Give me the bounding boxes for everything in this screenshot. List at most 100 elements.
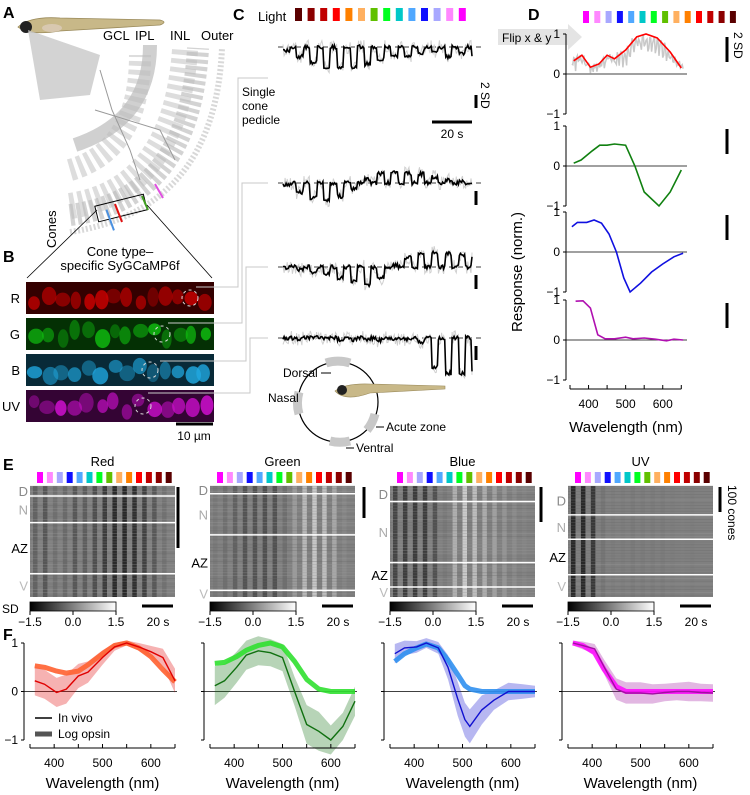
cone-terminal <box>119 326 131 345</box>
layer-inl: INL <box>170 28 190 43</box>
in-vivo-curve <box>572 642 714 695</box>
cone-terminal <box>42 366 59 385</box>
time-scalebar-label: 20 s <box>147 615 170 629</box>
x-tick-label: 500 <box>92 756 112 770</box>
cone-image-b: B <box>11 354 214 386</box>
cone-terminal <box>39 400 55 415</box>
heatmap-stimulus-bar-12 <box>693 472 700 483</box>
in-vivo-curve <box>214 650 356 741</box>
in-vivo-sd-band <box>572 640 713 704</box>
y-tick-label: −1 <box>546 107 560 121</box>
cone-terminal <box>132 357 147 375</box>
colorbar-tick-label: 1.5 <box>468 615 485 629</box>
response-band <box>492 486 497 597</box>
panel-c: C Light Single cone pedicle 2 SD 20 s Do… <box>148 7 492 455</box>
response-band <box>152 486 157 597</box>
response-band <box>442 486 448 597</box>
heatmap-stimulus-bar-7 <box>106 472 113 483</box>
response-band <box>302 486 307 597</box>
heatmap-stimulus-bar-1 <box>46 472 53 483</box>
cone-terminal <box>110 324 121 339</box>
light-stimulus-bar-5 <box>358 8 365 21</box>
row-label: B <box>11 363 20 378</box>
heatmap-stimulus-bar-2 <box>594 472 601 483</box>
panel-b: B Cone type– specific SyGCaMP6f R G B UV 10… <box>2 244 214 443</box>
green-cone <box>141 195 149 211</box>
heatmap-stimulus-bar-13 <box>525 472 532 483</box>
response-band <box>452 486 458 597</box>
heatmap-stimulus-bar-8 <box>476 472 483 483</box>
response-band <box>393 486 398 597</box>
cone-terminal <box>41 327 55 343</box>
response-band <box>132 486 137 597</box>
raw-response-trace <box>571 33 684 74</box>
tuning-curve <box>573 143 683 208</box>
heatmap-stimulus-bar-7 <box>286 472 293 483</box>
colorbar: −1.5 0.0 1.5 <box>198 601 305 629</box>
colorbar-gradient <box>567 601 655 612</box>
response-band <box>242 486 248 597</box>
heatmap-stimulus-bar-5 <box>266 472 273 483</box>
zone-label-az: AZ <box>549 550 566 565</box>
cone-terminal <box>148 323 162 336</box>
heatmap-stimulus-bar-3 <box>604 472 611 483</box>
colorbar-tick-label: 0.0 <box>425 615 442 629</box>
label-acute-zone: Acute zone <box>386 420 446 434</box>
cone-terminal <box>160 401 175 418</box>
cone-terminal <box>70 291 81 310</box>
log-opsin-curve <box>393 641 535 694</box>
d-stimulus-bar-8 <box>673 11 680 23</box>
cone-terminal <box>92 367 109 385</box>
in-vivo-curve <box>394 642 535 728</box>
heatmap-stimulus-bar-8 <box>654 472 661 483</box>
heatmap-title: Blue <box>449 454 475 469</box>
cone-image-uv: UV <box>2 390 214 422</box>
panel-letter-a: A <box>3 5 15 22</box>
heatmap-stimulus-bar-10 <box>496 472 502 483</box>
heatmap-stimulus-bar-10 <box>136 472 142 483</box>
heatmap-stimulus-bar-3 <box>66 472 73 483</box>
label-nasal: Nasal <box>268 391 299 405</box>
cone-terminal <box>28 296 40 310</box>
cone-terminal <box>161 329 172 349</box>
response-band <box>112 486 117 597</box>
y-tick-label: 0 <box>553 245 560 259</box>
roi-outline <box>181 289 199 307</box>
colorbar-tick-label: 0.0 <box>65 615 82 629</box>
heatmap-stimulus-bar-9 <box>126 472 133 483</box>
response-band <box>52 486 58 597</box>
eye-projection <box>28 30 100 100</box>
heatmap-stimulus-bar-7 <box>466 472 473 483</box>
heatmap-stimulus-bar-0 <box>217 472 223 483</box>
heatmap-stimulus-bar-2 <box>56 472 63 483</box>
response-band <box>213 486 218 597</box>
y-tick-label: 1 <box>11 636 18 650</box>
response-band <box>262 486 268 597</box>
heatmap-title: UV <box>631 454 649 469</box>
in-vivo-curve <box>34 642 176 694</box>
response-band <box>92 486 98 597</box>
response-band <box>33 486 38 597</box>
flip-label: Flip x & y <box>502 31 551 45</box>
cone-terminal <box>55 400 67 416</box>
heatmap-uv: UV DN AZ V −1.5 0.0 1.5 20 s <box>549 454 713 629</box>
zone-label-n: N <box>379 525 388 540</box>
heatmap-stimulus-bar-5 <box>446 472 453 483</box>
roi-outline <box>141 361 159 379</box>
scalebar-20s-label: 20 s <box>441 127 464 141</box>
light-stimulus-bar-6 <box>370 8 378 21</box>
light-stimulus-bar-8 <box>395 8 403 21</box>
zebrafish-larva-icon <box>17 17 165 34</box>
row-label: G <box>10 327 20 342</box>
count-scale-label: 100 cones <box>725 485 739 540</box>
response-band <box>342 486 347 597</box>
light-stimulus-bar-13 <box>458 8 466 21</box>
heatmap-stimulus-bar-3 <box>426 472 433 483</box>
heatmap-stimulus-bar-6 <box>96 472 103 483</box>
heatmap-stimulus-bar-6 <box>634 472 641 483</box>
heatmap-title: Green <box>264 454 300 469</box>
y-tick-label: −1 <box>546 199 560 213</box>
tuning-curve <box>575 299 684 342</box>
response-band <box>272 486 278 597</box>
